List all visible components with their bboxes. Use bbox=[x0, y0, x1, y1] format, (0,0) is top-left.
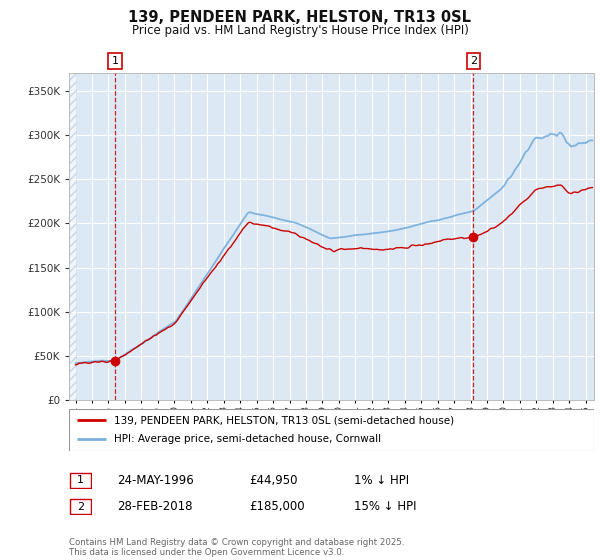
Text: 1: 1 bbox=[77, 475, 84, 486]
Text: 28-FEB-2018: 28-FEB-2018 bbox=[117, 500, 193, 514]
Text: £185,000: £185,000 bbox=[249, 500, 305, 514]
FancyBboxPatch shape bbox=[69, 409, 594, 451]
Text: £44,950: £44,950 bbox=[249, 474, 298, 487]
Text: 139, PENDEEN PARK, HELSTON, TR13 0SL: 139, PENDEEN PARK, HELSTON, TR13 0SL bbox=[128, 10, 472, 25]
Text: Price paid vs. HM Land Registry's House Price Index (HPI): Price paid vs. HM Land Registry's House … bbox=[131, 24, 469, 37]
Text: Contains HM Land Registry data © Crown copyright and database right 2025.
This d: Contains HM Land Registry data © Crown c… bbox=[69, 538, 404, 557]
Text: 1: 1 bbox=[112, 57, 118, 66]
FancyBboxPatch shape bbox=[70, 500, 91, 514]
Text: 139, PENDEEN PARK, HELSTON, TR13 0SL (semi-detached house): 139, PENDEEN PARK, HELSTON, TR13 0SL (se… bbox=[113, 415, 454, 425]
Text: 24-MAY-1996: 24-MAY-1996 bbox=[117, 474, 194, 487]
Text: HPI: Average price, semi-detached house, Cornwall: HPI: Average price, semi-detached house,… bbox=[113, 435, 381, 445]
Text: 2: 2 bbox=[77, 502, 84, 512]
Text: 2: 2 bbox=[470, 57, 477, 66]
Text: 1% ↓ HPI: 1% ↓ HPI bbox=[354, 474, 409, 487]
FancyBboxPatch shape bbox=[70, 473, 91, 488]
Text: 15% ↓ HPI: 15% ↓ HPI bbox=[354, 500, 416, 514]
